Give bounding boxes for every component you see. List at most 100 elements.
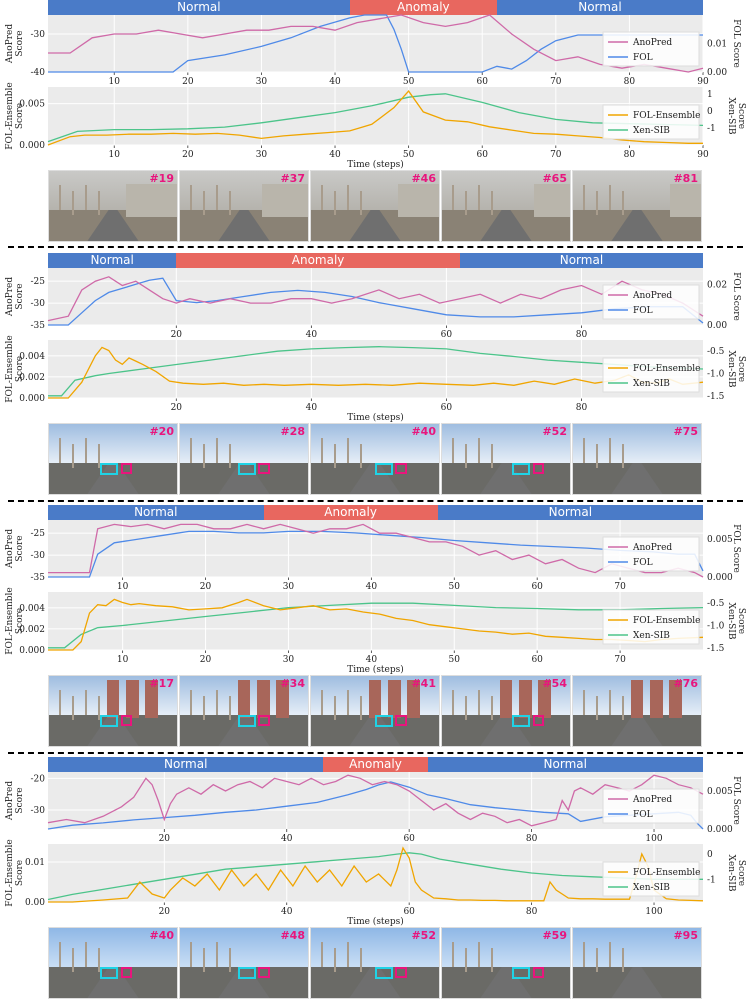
detection-box [512,462,531,476]
left-axis-label: AnoPred [5,277,15,317]
legend-entry: FOL-Ensemble [633,616,700,626]
x-tick-label: 100 [645,907,662,917]
detection-box [237,462,256,476]
frame-building [630,679,644,718]
right-y-tick-label: -1.5 [707,644,725,654]
left-y-tick-label: 0.002 [19,625,45,635]
frame-tree [465,190,468,216]
frame-tree [346,185,349,210]
x-tick-label: 60 [476,150,488,160]
right-axis-label: Xen-SIB [726,98,736,135]
frame-tree [621,190,624,216]
frame-sky [573,424,701,463]
left-axis-label: AnoPred [5,529,15,569]
frame-tree [490,443,493,469]
x-tick-label: 50 [403,150,415,160]
left-y-tick-label: 0.004 [19,352,45,362]
x-tick-label: 60 [476,77,488,87]
x-axis-label: Time (steps) [347,664,404,675]
x-tick-label: 60 [531,582,543,592]
phase-bar-normal: Normal [48,0,350,15]
left-axis-label: Score [15,860,25,886]
plot-background [48,268,703,325]
legend-entry: Xen-SIB [633,631,670,641]
left-y-tick-label: -35 [31,321,46,331]
x-tick-label: 20 [200,655,212,665]
phase-bar-anomaly: Anomaly [263,505,438,520]
right-axis-label: Xen-SIB [726,603,736,640]
detection-box [375,714,393,728]
frame-tree [608,438,611,463]
frame-tree [203,947,206,973]
phase-bar-anomaly: Anomaly [323,757,428,772]
frame-number-label: #48 [280,929,305,942]
video-frame-thumbnail: #20 [48,423,178,495]
frame-tree [465,947,468,973]
detection-box [395,463,407,474]
frame-number-label: #52 [411,929,436,942]
frame-tree [583,185,586,210]
legend-entry: Xen-SIB [633,126,670,136]
detection-box [395,967,407,978]
x-tick-label: 10 [117,655,129,665]
video-frame-thumbnail: #40 [48,927,178,999]
bottom-plot: 10 20 30 40 50 60 70 80 900.0050.00010-1FOL-Ense… [5,82,746,170]
frame-tree [59,438,62,463]
frame-tree [59,690,62,715]
left-y-tick-label: -30 [31,299,46,309]
frame-tree [477,185,480,210]
x-tick-label: 80 [526,907,538,917]
detection-box [237,714,256,728]
panel-separator [8,246,743,248]
series-line-fol [48,277,704,326]
plot-background [48,87,703,145]
frame-tree [203,443,206,469]
right-axis-label: Score [736,860,746,886]
detection-box [100,966,119,980]
frame-tree [72,947,75,973]
phase-bar-anomaly: Anomaly [176,253,460,268]
x-tick-label: 60 [441,403,453,413]
x-tick-label: 70 [550,150,562,160]
left-y-tick-label: 0.004 [19,604,45,614]
series-line-fol-ensemble [48,598,704,651]
detection-box [512,714,531,728]
legend [602,357,700,393]
frame-sky [49,424,177,463]
detection-box [100,714,119,728]
detection-box [120,715,133,726]
frame-tree [215,438,218,463]
frame-sky [180,928,308,967]
video-frame-thumbnail: #41 [310,675,440,747]
x-axis-label: Time (steps) [347,916,404,927]
right-y-tick-label: -1.0 [707,621,725,631]
video-frame-thumbnail: #59 [441,927,571,999]
phase-bar-normal: Normal [48,253,177,268]
frame-tree [321,942,324,967]
frame-building [237,679,251,718]
legend-entry: FOL [633,306,653,316]
video-frame-thumbnail: #48 [179,927,309,999]
x-tick-label: 50 [449,655,461,665]
frame-tree [72,695,75,721]
frame-building [669,679,682,718]
frame-tree [203,190,206,216]
x-tick-label: 50 [403,77,415,87]
frame-tree [452,185,455,210]
x-tick-label: 20 [159,907,171,917]
video-frame-thumbnail: #65 [441,170,571,242]
left-y-tick-label: 0.005 [19,100,45,110]
chart-svg-3: 10 20 30 40 50 60 70 -25 -30 -35 0.005 0.000 AnoPred… [5,520,746,675]
frame-sky [442,928,570,967]
frame-tree [59,185,62,210]
legend-entry: FOL-Ensemble [633,111,700,121]
left-y-tick-label: 0.00 [25,898,45,908]
frame-tree [84,185,87,210]
right-axis-label: Score [736,103,746,129]
phase-bar-normal: Normal [48,757,324,772]
left-y-tick-label: -30 [31,30,46,40]
